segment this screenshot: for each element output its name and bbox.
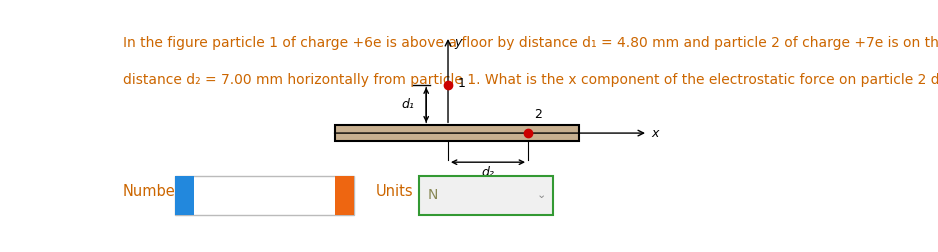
Text: 1: 1 — [458, 77, 465, 90]
Text: N: N — [428, 188, 438, 202]
Text: 2: 2 — [534, 108, 541, 121]
Bar — [175, 176, 354, 215]
Text: d₂: d₂ — [481, 166, 494, 179]
Text: i: i — [182, 189, 187, 202]
Text: Number: Number — [123, 184, 182, 199]
Text: In the figure particle 1 of charge +6e is above a floor by distance d₁ = 4.80 mm: In the figure particle 1 of charge +6e i… — [123, 36, 938, 50]
Text: Units: Units — [375, 184, 413, 199]
Bar — [336, 176, 354, 215]
Bar — [175, 176, 193, 215]
Bar — [336, 125, 579, 141]
Text: distance d₂ = 7.00 mm horizontally from particle 1. What is the x component of t: distance d₂ = 7.00 mm horizontally from … — [123, 73, 938, 87]
Text: ⌄: ⌄ — [537, 190, 546, 200]
Text: d₁: d₁ — [401, 99, 415, 111]
Bar — [419, 176, 553, 215]
Text: y: y — [454, 36, 461, 49]
Text: x: x — [652, 127, 658, 140]
Text: !: ! — [341, 189, 347, 202]
